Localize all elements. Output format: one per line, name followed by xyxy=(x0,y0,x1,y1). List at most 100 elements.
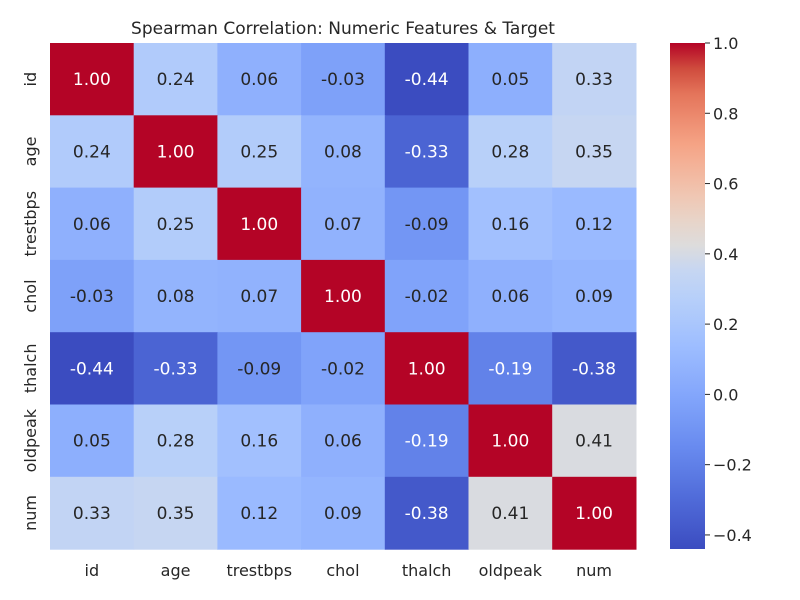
cell-value-label: 0.41 xyxy=(575,432,613,452)
heatmap-cell xyxy=(384,115,470,189)
row-label: num xyxy=(21,495,40,531)
heatmap-cell xyxy=(552,404,637,478)
cell-value-label: -0.19 xyxy=(405,432,449,452)
heatmap-cell xyxy=(468,187,553,261)
heatmap-cell xyxy=(133,259,218,333)
heatmap-cell xyxy=(468,259,553,333)
heatmap-cell xyxy=(50,259,135,333)
heatmap-cell xyxy=(217,115,302,189)
heatmap-cell xyxy=(552,259,637,333)
cell-value-label: 0.33 xyxy=(73,504,111,524)
heatmap-cell xyxy=(50,404,135,478)
heatmap-cell xyxy=(384,187,470,261)
row-label: age xyxy=(21,137,40,167)
cell-value-label: 1.00 xyxy=(324,287,362,307)
heatmap-cell xyxy=(468,43,553,116)
column-label: age xyxy=(161,561,191,580)
heatmap-cell xyxy=(384,476,470,550)
cell-value-label: 0.12 xyxy=(240,504,278,524)
chart-title: Spearman Correlation: Numeric Features &… xyxy=(131,19,555,39)
colorbar-tick-label: 0.0 xyxy=(713,385,738,404)
colorbar-tick-label: 0.2 xyxy=(713,315,738,334)
cell-value-label: 0.28 xyxy=(157,432,195,452)
cell-value-label: 0.07 xyxy=(324,215,362,235)
colorbar xyxy=(670,43,705,549)
cell-value-label: -0.09 xyxy=(405,215,449,235)
heatmap-cell xyxy=(217,404,302,478)
column-label: chol xyxy=(326,561,359,580)
cell-value-label: 0.06 xyxy=(240,70,278,90)
cell-value-label: -0.03 xyxy=(321,70,365,90)
cell-value-label: 0.28 xyxy=(491,142,529,162)
heatmap-cell xyxy=(133,404,218,478)
row-label: trestbps xyxy=(21,191,40,257)
cell-value-label: -0.33 xyxy=(154,359,198,379)
heatmap-cell xyxy=(133,187,218,261)
heatmap-cell xyxy=(50,332,135,406)
heatmap-cell xyxy=(468,476,553,550)
heatmap-cell xyxy=(301,404,386,478)
heatmap-cells: 1.00 0.24 0.06 -0.03 -0.44 0.05 0.33 0.24 1.00 0.… xyxy=(50,43,637,550)
row-label: id xyxy=(21,72,40,87)
row-labels: id age trestbps chol thalch oldpeak num xyxy=(21,72,40,531)
cell-value-label: 1.00 xyxy=(240,215,278,235)
colorbar-tick-label: 1.0 xyxy=(713,34,738,53)
cell-value-label: 0.09 xyxy=(575,287,613,307)
cell-value-label: 0.35 xyxy=(575,142,613,162)
cell-value-label: 0.06 xyxy=(73,215,111,235)
heatmap-cell xyxy=(50,187,135,261)
column-label: thalch xyxy=(402,561,452,580)
cell-value-label: 1.00 xyxy=(491,432,529,452)
heatmap-cell xyxy=(301,332,386,406)
row-label: chol xyxy=(21,279,40,312)
cell-value-label: 0.16 xyxy=(491,215,529,235)
heatmap-cell xyxy=(133,43,218,116)
heatmap-cell xyxy=(133,332,218,406)
heatmap-cell xyxy=(217,43,302,116)
heatmap-cell xyxy=(552,43,637,116)
cell-value-label: 0.25 xyxy=(240,142,278,162)
cell-value-label: 1.00 xyxy=(408,359,446,379)
column-label: id xyxy=(85,561,100,580)
heatmap-cell xyxy=(468,332,553,406)
heatmap-cell xyxy=(301,259,386,333)
colorbar-tick-label: −0.4 xyxy=(713,526,752,545)
cell-value-label: -0.19 xyxy=(488,359,532,379)
cell-value-label: 0.41 xyxy=(491,504,529,524)
colorbar-tick-label: 0.4 xyxy=(713,245,738,264)
cell-value-label: 1.00 xyxy=(73,70,111,90)
cell-value-label: -0.38 xyxy=(572,359,616,379)
heatmap-cell xyxy=(384,43,470,116)
cell-value-label: -0.33 xyxy=(405,142,449,162)
cell-value-label: 0.25 xyxy=(157,215,195,235)
cell-value-label: 0.35 xyxy=(157,504,195,524)
cell-value-label: 0.06 xyxy=(324,432,362,452)
heatmap-cell xyxy=(301,115,386,189)
column-label: trestbps xyxy=(226,561,292,580)
heatmap-cell xyxy=(217,259,302,333)
cell-value-label: -0.02 xyxy=(321,359,365,379)
heatmap-cell xyxy=(384,332,470,406)
colorbar-tick-label: −0.2 xyxy=(713,456,752,475)
heatmap-cell xyxy=(50,476,135,550)
cell-value-label: 0.08 xyxy=(324,142,362,162)
cell-value-label: 0.09 xyxy=(324,504,362,524)
cell-value-label: 0.05 xyxy=(491,70,529,90)
heatmap-cell xyxy=(552,115,637,189)
column-labels: id age trestbps chol thalch oldpeak num xyxy=(85,561,612,580)
cell-value-label: 0.24 xyxy=(73,142,111,162)
heatmap-cell xyxy=(301,476,386,550)
heatmap-cell xyxy=(552,332,637,406)
heatmap-cell xyxy=(217,332,302,406)
heatmap-cell xyxy=(468,115,553,189)
cell-value-label: 1.00 xyxy=(157,142,195,162)
cell-value-label: -0.44 xyxy=(405,70,449,90)
cell-value-label: -0.09 xyxy=(237,359,281,379)
cell-value-label: 0.16 xyxy=(240,432,278,452)
heatmap-cell xyxy=(217,187,302,261)
heatmap-cell xyxy=(552,476,637,550)
column-label: num xyxy=(576,561,612,580)
row-label: thalch xyxy=(21,344,40,394)
heatmap-cell xyxy=(468,404,553,478)
cell-value-label: 0.06 xyxy=(491,287,529,307)
